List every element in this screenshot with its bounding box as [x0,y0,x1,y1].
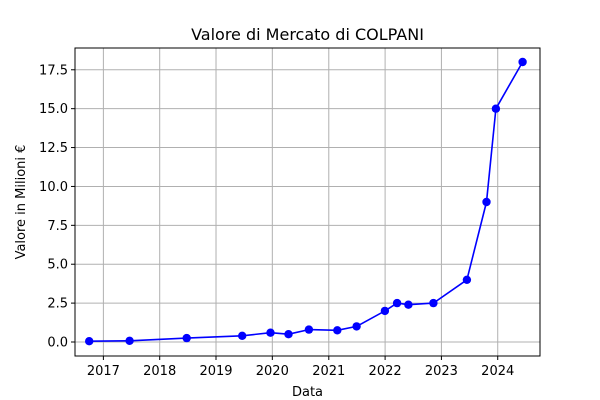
data-point [482,197,491,207]
grid [75,48,540,356]
data-point [85,337,94,346]
data-point [429,298,438,308]
y-tick-label: 2.5 [47,297,68,312]
data-point [380,306,390,316]
data-point [182,333,191,343]
data-point [404,300,413,309]
data-point [462,275,472,284]
y-tick-label: 0.0 [47,336,68,351]
x-axis: 2017 2018 2019 2020 2021 2022 2023 2024 [87,356,514,379]
x-tick-label: 2021 [312,364,345,379]
x-tick-label: 2020 [256,364,289,379]
y-axis-label: Valore in Milioni € [14,145,29,260]
data-point [284,330,293,339]
x-axis-label: Data [292,385,323,400]
data-point [352,322,361,331]
x-tick-label: 2017 [87,364,120,379]
chart-title: Valore di Mercato di COLPANI [191,25,424,44]
data-point [518,57,527,67]
y-tick-label: 12.5 [39,141,68,156]
plot-frame [74,47,541,357]
x-tick-label: 2024 [481,364,514,379]
x-tick-label: 2018 [143,364,176,379]
y-tick-label: 15.0 [39,102,68,117]
data-point [491,104,501,113]
y-tick-label: 10.0 [39,180,68,195]
data-point [238,331,247,340]
x-tick-label: 2022 [369,364,402,379]
y-tick-label: 7.5 [47,219,68,234]
data-point [333,326,342,335]
series-line [89,61,524,342]
y-axis: 0.0 2.5 5.0 7.5 10.0 12.5 15.0 17.5 [39,63,75,351]
data-point [392,298,402,308]
y-tick-label: 5.0 [47,258,68,273]
x-tick-label: 2023 [425,364,458,379]
data-point [266,328,275,337]
y-tick-label: 17.5 [39,63,68,78]
x-tick-label: 2019 [199,364,232,379]
series-value [85,57,527,346]
data-point [125,336,134,345]
data-point [304,325,314,334]
